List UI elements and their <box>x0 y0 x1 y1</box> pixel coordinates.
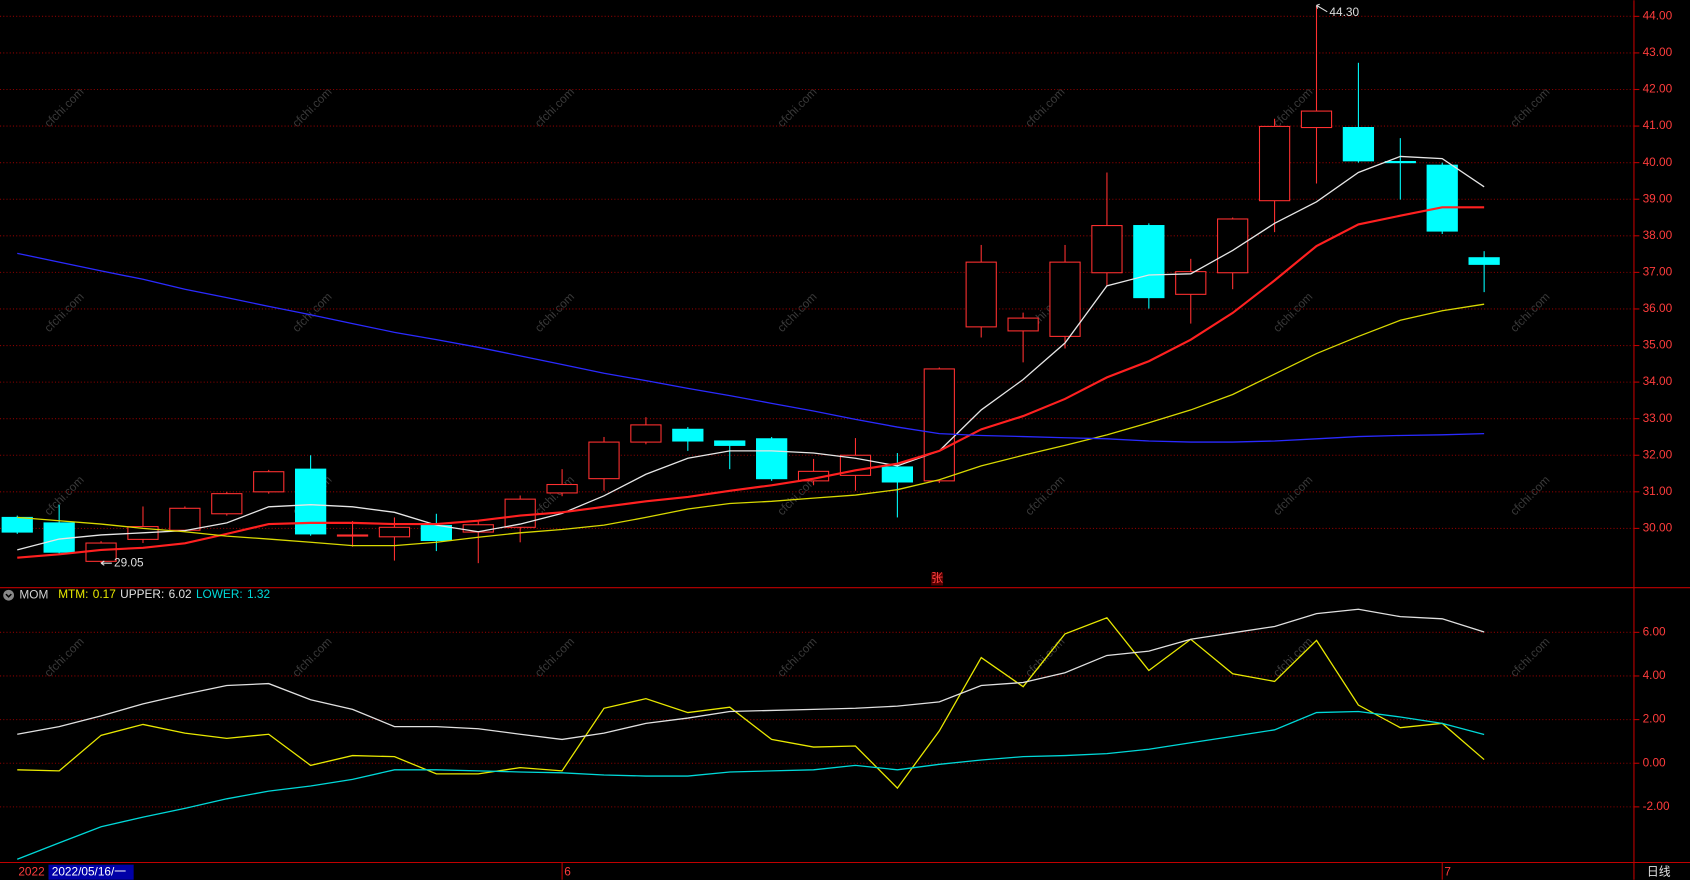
y-tick-label: 0.00 <box>1643 755 1666 769</box>
candle-body <box>923 368 955 482</box>
line-series <box>17 206 1485 559</box>
candle-body <box>253 471 285 493</box>
candle-body <box>462 524 494 533</box>
y-tick-label: 39.00 <box>1643 191 1673 205</box>
y-tick-label: 40.00 <box>1643 155 1673 169</box>
line-series <box>17 155 1485 551</box>
status-year: 2022 <box>18 864 44 878</box>
legend-value: 6.02 <box>169 587 192 601</box>
candle-body <box>1426 164 1458 232</box>
y-tick-label: 37.00 <box>1643 265 1673 279</box>
y-tick-label: 44.00 <box>1643 8 1673 22</box>
indicator-title: MOM <box>19 587 48 601</box>
candle-body <box>1091 225 1123 274</box>
legend-name: MTM: <box>58 587 88 601</box>
candle-body <box>169 507 201 531</box>
line-series <box>17 710 1485 860</box>
candle-body <box>1342 126 1375 162</box>
status-period[interactable]: 日线 <box>1647 864 1671 878</box>
line-series <box>17 252 1485 443</box>
annotation-arrow <box>1315 3 1328 13</box>
y-tick-label: 38.00 <box>1643 228 1673 242</box>
candle-body <box>881 466 914 483</box>
y-tick-label: 31.00 <box>1643 484 1673 498</box>
status-date: 2022/05/16/一 <box>52 864 127 878</box>
x-tick-label: 7 <box>1444 864 1451 878</box>
candle-body <box>1258 125 1291 202</box>
y-tick-label: 2.00 <box>1643 712 1666 726</box>
legend-entry: MTM: 0.17 <box>58 587 116 601</box>
candle-body <box>420 524 452 542</box>
legend-entry: LOWER: 1.32 <box>196 587 270 601</box>
indicator-legend: MTM: 0.17 UPPER: 6.02 LOWER: 1.32 <box>58 587 270 601</box>
legend-entry: UPPER: 6.02 <box>120 587 191 601</box>
legend-value: 0.17 <box>93 587 116 601</box>
x-tick-label: 6 <box>564 864 571 878</box>
candle-body <box>378 526 411 538</box>
max-label: 44.30 <box>1329 5 1359 19</box>
y-tick-label: 4.00 <box>1643 668 1666 682</box>
y-tick-label: 42.00 <box>1643 82 1673 96</box>
candle-body <box>1468 257 1500 265</box>
legend-name: LOWER: <box>196 587 243 601</box>
marker-box <box>931 572 944 586</box>
candle-body <box>1175 271 1207 295</box>
candle-body <box>1007 317 1039 332</box>
y-tick-label: -2.00 <box>1643 799 1670 813</box>
candle-body <box>1217 218 1249 274</box>
y-tick-label: 43.00 <box>1643 45 1673 59</box>
y-tick-label: 36.00 <box>1643 301 1673 315</box>
candle-body <box>630 424 662 443</box>
y-tick-label: 33.00 <box>1643 411 1673 425</box>
legend-name: UPPER: <box>120 587 164 601</box>
candle-body <box>714 440 746 446</box>
y-tick-label: 30.00 <box>1643 521 1673 535</box>
candle-body <box>504 498 536 528</box>
candle-body <box>211 493 243 515</box>
candle-body <box>672 428 704 442</box>
y-tick-label: 32.00 <box>1643 447 1673 461</box>
candle-body <box>1133 225 1165 299</box>
candle-body <box>839 454 872 476</box>
y-tick-label: 35.00 <box>1643 338 1673 352</box>
marker-text: 张 <box>931 571 943 585</box>
annotation-arrow <box>100 560 112 566</box>
min-label: 29.05 <box>114 555 144 569</box>
candle-body <box>1049 261 1081 337</box>
line-series <box>17 616 1485 790</box>
candle-body <box>965 261 997 328</box>
line-series <box>17 608 1485 741</box>
date-box <box>48 864 134 880</box>
line-series <box>17 303 1485 547</box>
indicator-menu-icon[interactable] <box>3 589 15 601</box>
candle-body <box>756 438 788 480</box>
y-tick-label: 41.00 <box>1643 118 1673 132</box>
candle-body <box>1 516 33 533</box>
candle-body <box>85 542 117 562</box>
candle-body <box>1384 161 1416 164</box>
candle-body <box>588 441 620 480</box>
y-tick-label: 6.00 <box>1643 624 1666 638</box>
candle-body <box>546 483 578 494</box>
indicator-menu-chevron <box>5 593 12 598</box>
y-tick-label: 34.00 <box>1643 374 1673 388</box>
legend-value: 1.32 <box>247 587 270 601</box>
candle-body <box>1300 110 1333 129</box>
candle-body <box>336 534 369 537</box>
